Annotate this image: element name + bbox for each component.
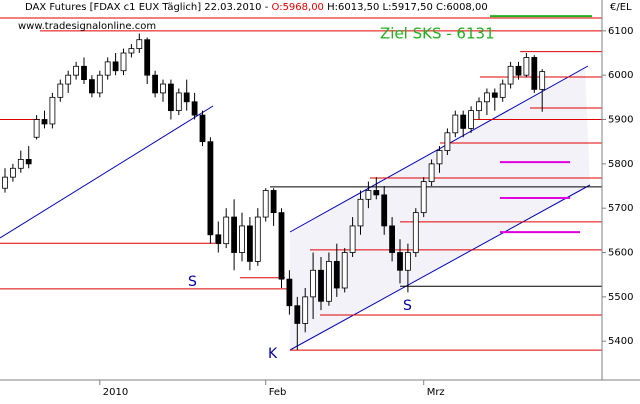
candle-body: [199, 114, 206, 143]
candle-body: [523, 57, 530, 76]
candle-body: [460, 114, 467, 129]
candle-body: [175, 92, 182, 112]
candle-body: [9, 167, 16, 178]
candle-body: [294, 305, 301, 324]
candle-body: [89, 79, 95, 94]
candle-body: [167, 83, 174, 112]
candle-body: [531, 57, 538, 90]
candle-body: [246, 225, 253, 262]
marker-label: S: [403, 298, 412, 314]
candle-body: [381, 194, 388, 227]
candle-body: [136, 39, 143, 49]
candle-body: [152, 74, 159, 94]
candle-body: [333, 260, 340, 289]
candle-body: [420, 181, 427, 214]
candle-body: [539, 71, 546, 90]
candle-body: [341, 252, 348, 289]
candle-body: [120, 52, 127, 72]
candle-body: [112, 61, 119, 72]
x-tick-label: Mrz: [427, 387, 445, 398]
candle-body: [215, 234, 222, 245]
candle-body: [310, 269, 317, 298]
candle-body: [325, 260, 332, 302]
axis-panel: [602, 0, 640, 400]
candle-body: [404, 252, 411, 271]
candle-body: [96, 74, 103, 94]
candle-body: [262, 190, 269, 218]
y-tick-label: 5600: [608, 248, 633, 259]
candle-body: [365, 190, 372, 200]
candle-body: [468, 110, 475, 129]
candle-body: [33, 119, 40, 138]
candle-body: [57, 83, 64, 98]
trend-line: [289, 184, 591, 351]
watermark: www.tradesignalonline.com: [18, 21, 156, 32]
candle-body: [254, 216, 261, 262]
candle-body: [144, 39, 151, 76]
candle-body: [428, 163, 435, 182]
candle-body: [223, 216, 230, 245]
y-tick-label: 5500: [608, 292, 633, 303]
y-tick-label: 5900: [608, 115, 633, 126]
candle-body: [483, 92, 490, 103]
candle-body: [412, 212, 419, 253]
candle-body: [104, 61, 111, 76]
candle-body: [270, 190, 277, 214]
y-tick-label: 5700: [608, 203, 633, 214]
unit-label: €/EL: [610, 2, 632, 13]
title-part: H:6013,50 L:5917,50 C:6008,00: [324, 2, 488, 13]
candle-body: [239, 225, 245, 253]
candle-body: [73, 65, 79, 76]
candle-body: [357, 198, 364, 227]
y-tick-label: 5400: [608, 336, 633, 347]
candle-body: [476, 101, 482, 112]
y-tick-label: 6100: [608, 26, 633, 37]
marker-label: S: [188, 274, 197, 290]
title-part: O:5968,00: [272, 2, 324, 13]
candle-body: [507, 65, 514, 85]
candle-body: [25, 159, 32, 165]
candle-body: [373, 190, 380, 196]
candle-body: [278, 212, 285, 280]
candle-body: [81, 65, 87, 81]
candle-body: [128, 48, 135, 54]
marker-label: K: [268, 346, 278, 362]
candle-body: [231, 216, 238, 253]
x-tick-label: 2010: [103, 387, 128, 398]
candle-body: [491, 92, 498, 98]
candle-body: [499, 83, 506, 98]
candle-body: [444, 132, 451, 151]
candle-body: [17, 159, 24, 169]
candle-body: [389, 225, 396, 253]
chart-title: DAX Futures [FDAX c1 EUX Täglich] 22.03.…: [25, 2, 488, 13]
y-tick-label: 5800: [608, 159, 633, 170]
candle-body: [2, 176, 8, 189]
candle-body: [191, 101, 198, 116]
candle-body: [302, 296, 309, 324]
trend-line: [0, 105, 214, 239]
candle-body: [286, 278, 293, 307]
candle-body: [436, 150, 443, 165]
candle-body: [65, 74, 72, 85]
candle-body: [41, 119, 48, 125]
x-tick-label: Feb: [269, 387, 287, 398]
candle-body: [207, 141, 214, 236]
candle-body: [318, 269, 324, 302]
candle-body: [160, 83, 166, 94]
title-part: DAX Futures [FDAX c1 EUX Täglich] 22.03.…: [25, 2, 272, 13]
channel-fill: [290, 67, 590, 350]
candle-body: [515, 65, 522, 76]
candle-body: [183, 92, 190, 103]
candle-body: [452, 114, 459, 134]
candle-body: [397, 252, 403, 271]
candle-body: [49, 96, 56, 125]
candle-body: [349, 225, 356, 253]
y-tick-label: 6000: [608, 70, 633, 81]
annotation: Ziel SKS - 6131: [380, 25, 495, 43]
